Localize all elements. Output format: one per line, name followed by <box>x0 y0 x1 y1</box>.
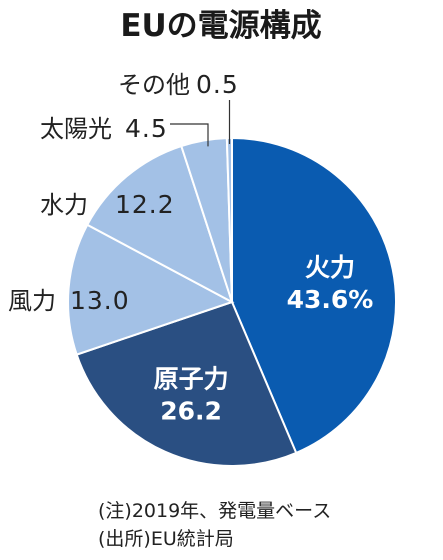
slice-value-1: 26.2 <box>160 396 222 425</box>
slice-label-3: 水力 <box>40 191 88 219</box>
leader-line-4 <box>170 123 209 147</box>
slice-label-0: 火力 <box>305 253 355 282</box>
slice-value-2: 13.0 <box>70 286 130 315</box>
chart-title: EUの電源構成 <box>120 8 321 44</box>
slice-value-3: 12.2 <box>115 190 175 219</box>
chart-note: (注)2019年、発電量ベース <box>98 500 331 522</box>
slice-value-5: 0.5 <box>196 70 239 99</box>
slice-label-4: 太陽光 <box>40 115 112 143</box>
slice-value-4: 4.5 <box>125 114 168 143</box>
pie-slice-2 <box>67 223 235 356</box>
slice-label-1: 原子力 <box>154 364 229 393</box>
pie-slice-0 <box>231 136 397 455</box>
chart-source: (出所)EU統計局 <box>98 528 234 550</box>
pie-slice-3 <box>85 144 234 305</box>
slice-label-2: 風力 <box>8 287 56 315</box>
slice-value-0: 43.6% <box>287 285 374 314</box>
slice-label-5: その他 <box>118 71 190 99</box>
pie-slice-1 <box>75 300 298 467</box>
